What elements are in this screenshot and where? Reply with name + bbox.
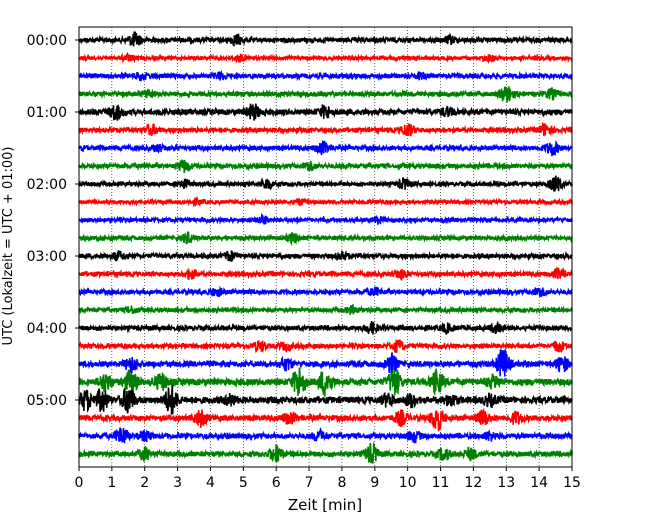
trace-line bbox=[78, 69, 573, 82]
x-tick-label: 12 bbox=[464, 475, 482, 491]
x-tick-label: 4 bbox=[206, 475, 215, 491]
trace-line bbox=[78, 195, 573, 208]
x-tick-label: 3 bbox=[173, 475, 182, 491]
trace-line bbox=[78, 349, 573, 377]
trace-line bbox=[78, 103, 573, 121]
trace-line bbox=[78, 407, 573, 432]
y-axis-label: UTC (Lokalzeit = UTC + 01:00) bbox=[1, 147, 16, 346]
trace-line bbox=[78, 339, 573, 354]
x-tick-label: 7 bbox=[305, 475, 314, 491]
trace-line bbox=[78, 384, 573, 415]
trace-line bbox=[78, 30, 573, 47]
trace-line bbox=[78, 285, 573, 298]
y-tick-label: 00:00 bbox=[27, 33, 67, 49]
trace-line bbox=[78, 159, 573, 174]
plot-frame bbox=[78, 26, 573, 468]
trace-line bbox=[78, 426, 573, 444]
x-tick-label: 14 bbox=[530, 475, 548, 491]
trace-line bbox=[78, 320, 573, 336]
trace-line bbox=[78, 441, 573, 464]
x-tick-label: 6 bbox=[272, 475, 281, 491]
y-axis: 00:00 01:00 02:00 03:00 04:00 05:00 bbox=[27, 33, 79, 409]
x-tick-label: 10 bbox=[399, 475, 417, 491]
y-tick-label: 04:00 bbox=[27, 321, 67, 337]
trace-line bbox=[78, 175, 573, 192]
x-axis: 0 1 2 3 4 5 6 7 8 9 10 11 12 13 14 15 bbox=[75, 467, 581, 491]
trace-line bbox=[78, 139, 573, 157]
x-tick-label: 0 bbox=[75, 475, 84, 491]
y-tick-label: 05:00 bbox=[27, 393, 67, 409]
x-tick-label: 5 bbox=[239, 475, 248, 491]
y-tick-label: 02:00 bbox=[27, 177, 67, 193]
x-tick-label: 15 bbox=[563, 475, 581, 491]
trace-line bbox=[78, 86, 573, 103]
x-tick-label: 8 bbox=[337, 475, 346, 491]
x-tick-label: 11 bbox=[432, 475, 450, 491]
trace-line bbox=[78, 212, 573, 226]
x-axis-label: Zeit [min] bbox=[288, 496, 362, 514]
y-tick-label: 01:00 bbox=[27, 105, 67, 121]
y-tick-label: 03:00 bbox=[27, 249, 67, 265]
trace-line bbox=[78, 266, 573, 282]
trace-group bbox=[78, 30, 573, 464]
x-tick-label: 9 bbox=[370, 475, 379, 491]
x-tick-label: 13 bbox=[497, 475, 515, 491]
trace-line bbox=[78, 51, 573, 65]
trace-line bbox=[78, 250, 573, 262]
trace-line bbox=[78, 367, 573, 397]
x-tick-label: 1 bbox=[107, 475, 116, 491]
trace-line bbox=[78, 121, 573, 137]
x-tick-label: 2 bbox=[140, 475, 149, 491]
trace-line bbox=[78, 303, 573, 315]
trace-line bbox=[78, 230, 573, 247]
